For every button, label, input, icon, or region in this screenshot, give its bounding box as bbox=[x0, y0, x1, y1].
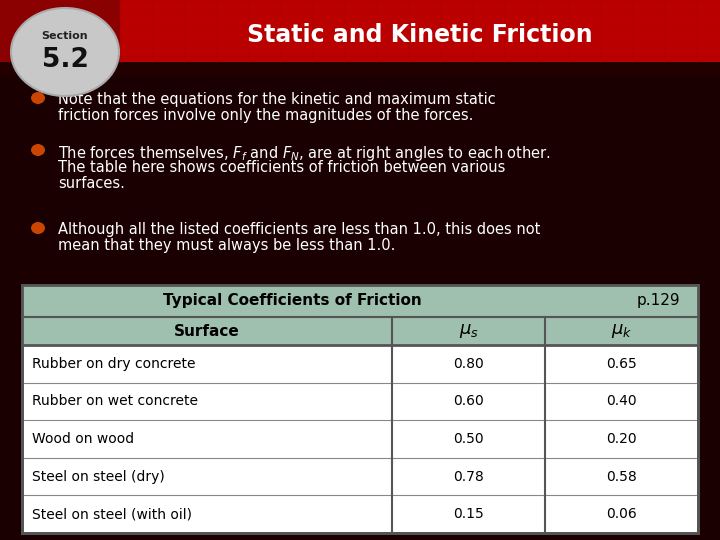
Text: 0.20: 0.20 bbox=[606, 432, 636, 446]
Text: 0.80: 0.80 bbox=[453, 357, 484, 371]
Text: Section: Section bbox=[42, 31, 89, 41]
Text: 5.2: 5.2 bbox=[42, 47, 89, 73]
Ellipse shape bbox=[32, 222, 45, 233]
Text: The forces themselves, $\mathit{F}_f$ and $\mathit{F}_N$, are at right angles to: The forces themselves, $\mathit{F}_f$ an… bbox=[58, 144, 551, 163]
Text: 0.06: 0.06 bbox=[606, 507, 637, 521]
Text: Rubber on wet concrete: Rubber on wet concrete bbox=[32, 394, 198, 408]
Text: friction forces involve only the magnitudes of the forces.: friction forces involve only the magnitu… bbox=[58, 108, 473, 123]
Text: Note that the equations for the kinetic and maximum static: Note that the equations for the kinetic … bbox=[58, 92, 496, 107]
Bar bbox=[22, 285, 698, 533]
Text: Wood on wood: Wood on wood bbox=[32, 432, 134, 446]
Bar bbox=[120, 0, 720, 62]
Text: $\mu_k$: $\mu_k$ bbox=[611, 322, 632, 340]
Text: 0.60: 0.60 bbox=[453, 394, 484, 408]
Text: 0.65: 0.65 bbox=[606, 357, 637, 371]
Text: 0.15: 0.15 bbox=[453, 507, 484, 521]
Text: Steel on steel (with oil): Steel on steel (with oil) bbox=[32, 507, 192, 521]
Text: surfaces.: surfaces. bbox=[58, 176, 125, 191]
Bar bbox=[0, 62, 720, 76]
Text: Surface: Surface bbox=[174, 323, 240, 339]
Text: Rubber on dry concrete: Rubber on dry concrete bbox=[32, 357, 196, 371]
Bar bbox=[22, 285, 698, 533]
Text: The table here shows coefficients of friction between various: The table here shows coefficients of fri… bbox=[58, 160, 505, 175]
Text: 0.58: 0.58 bbox=[606, 470, 637, 484]
Text: Static and Kinetic Friction: Static and Kinetic Friction bbox=[247, 23, 593, 47]
Text: 0.50: 0.50 bbox=[453, 432, 484, 446]
Bar bbox=[22, 317, 698, 345]
Text: 0.40: 0.40 bbox=[606, 394, 636, 408]
Text: Steel on steel (dry): Steel on steel (dry) bbox=[32, 470, 165, 484]
Text: p.129: p.129 bbox=[636, 294, 680, 308]
Text: 0.78: 0.78 bbox=[453, 470, 484, 484]
Ellipse shape bbox=[11, 8, 119, 96]
Text: mean that they must always be less than 1.0.: mean that they must always be less than … bbox=[58, 238, 395, 253]
Bar bbox=[0, 0, 720, 62]
Text: Although all the listed coefficients are less than 1.0, this does not: Although all the listed coefficients are… bbox=[58, 222, 541, 237]
Text: $\mu_s$: $\mu_s$ bbox=[459, 322, 479, 340]
Ellipse shape bbox=[32, 92, 45, 104]
Text: Typical Coefficients of Friction: Typical Coefficients of Friction bbox=[163, 294, 422, 308]
Bar bbox=[22, 285, 698, 317]
Ellipse shape bbox=[32, 145, 45, 156]
